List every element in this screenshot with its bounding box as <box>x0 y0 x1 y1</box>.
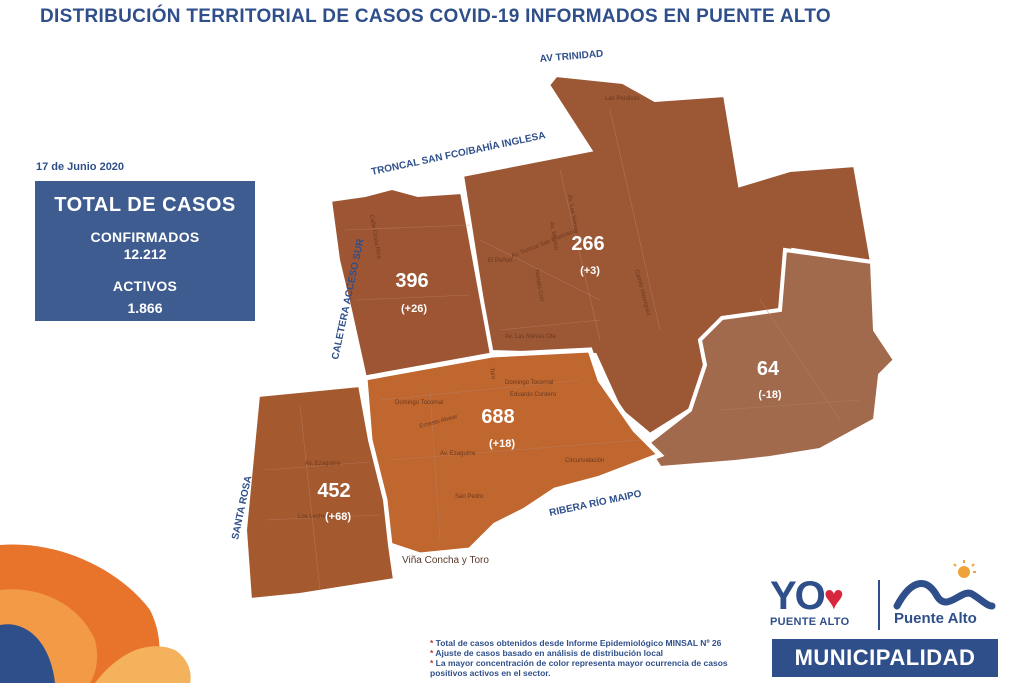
sector-east-cases: 64 <box>757 358 780 380</box>
street-domingo-tocornal-1: Domingo Tocornal <box>395 400 443 406</box>
report-date: 17 de Junio 2020 <box>36 161 125 173</box>
total-cases-panel: TOTAL DE CASOS CONFIRMADOS 12.212 ACTIVO… <box>35 181 255 321</box>
sector-east-shape[interactable] <box>642 247 898 471</box>
page-title: DISTRIBUCIÓN TERRITORIAL DE CASOS COVID-… <box>40 6 832 27</box>
puente-alto-logo: Puente Alto <box>892 558 1002 630</box>
yo-puente-alto-logo: YO♥ PUENTE ALTO <box>770 576 850 628</box>
sector-southwest-cases: 452 <box>317 480 350 502</box>
street-lines <box>264 109 861 591</box>
street-mexico: Av. Mexico <box>548 221 559 251</box>
street-san-pedro: San Pedro <box>455 494 484 500</box>
sector-northwest-cases: 396 <box>395 270 428 292</box>
heart-icon: ♥ <box>823 579 844 617</box>
footnote-item: * Total de casos obtenidos desde Informe… <box>430 638 722 648</box>
street-el-penon: El Peñon <box>488 258 512 264</box>
sector-northwest-shape[interactable] <box>327 185 495 381</box>
logo-divider <box>878 580 880 630</box>
street-nonato-coo: Nonato Coo <box>533 269 545 302</box>
footnote-item: * Ajuste de casos basado en análisis de … <box>430 648 664 658</box>
sector-center-change: (+18) <box>489 438 515 450</box>
footnote-item: * La mayor concentración de color repres… <box>430 658 728 678</box>
street-ezaguirre-1: Av. Ezaguirre <box>440 451 476 457</box>
sector-east-change: (-18) <box>758 389 782 401</box>
street-ezaguirre-2: Av. Ezaguirre <box>305 461 341 467</box>
yo-text: YO <box>770 574 826 618</box>
active-value: 1.866 <box>127 300 163 316</box>
street-vina-concha: Viña Concha y Toro <box>402 555 489 566</box>
street-toro: Toro <box>488 367 496 380</box>
street-domingo-tocornal-2: Domingo Tocornal <box>505 380 553 386</box>
sector-southwest-shape[interactable] <box>242 382 398 603</box>
street-las-perdices: Las Perdices <box>605 96 640 102</box>
puente-alto-text: Puente Alto <box>894 610 977 627</box>
street-nieves-ote: Av. Las Nieves Ote <box>505 334 556 340</box>
total-cases-heading: TOTAL DE CASOS <box>54 194 236 216</box>
municipalidad-banner: MUNICIPALIDAD <box>772 639 998 677</box>
yo-subtitle: PUENTE ALTO <box>770 616 850 628</box>
map-sectors <box>242 72 898 603</box>
sector-center-cases: 688 <box>481 406 514 428</box>
sector-northwest-change: (+26) <box>401 303 427 315</box>
sector-labels: 396 (+26) 266 (+3) 64 (-18) 688 (+18) 45… <box>317 233 782 523</box>
sector-southwest-change: (+68) <box>325 511 351 523</box>
footnotes: * Total de casos obtenidos desde Informe… <box>430 638 760 678</box>
active-label: ACTIVOS <box>112 278 178 294</box>
road-ribera: RIBERA RÍO MAIPO <box>548 487 643 519</box>
puente-alto-emblem-icon <box>893 560 996 610</box>
sector-north-cases: 266 <box>571 233 604 255</box>
road-av-trinidad: AV TRINIDAD <box>539 48 603 65</box>
sector-north-change: (+3) <box>580 265 600 277</box>
confirmed-label: CONFIRMADOS <box>90 229 200 245</box>
street-circunvalacion: Circunvalación <box>565 458 604 464</box>
street-eduardo-cordero: Eduardo Cordero <box>510 392 557 398</box>
decorative-swirl <box>0 544 191 683</box>
confirmed-value: 12.212 <box>123 246 167 262</box>
street-lecheros: Los Lecheros <box>298 514 334 520</box>
